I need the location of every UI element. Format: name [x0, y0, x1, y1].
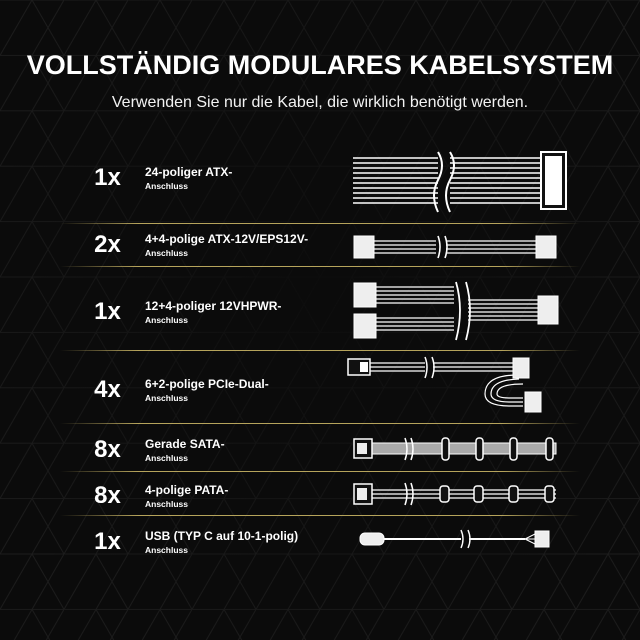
cable-row-atx: 1x 24-poliger ATX- Anschluss — [0, 162, 640, 202]
cable-label: 24-poliger ATX- — [145, 165, 233, 179]
cable-count: 1x — [94, 164, 121, 191]
cable-label: USB (TYP C auf 10-1-polig) — [145, 529, 299, 543]
12vhpwr-cable-icon — [353, 281, 559, 341]
cable-count: 1x — [94, 298, 121, 325]
cable-count: 8x — [94, 482, 121, 509]
sata-cable-icon — [353, 437, 557, 461]
divider — [60, 223, 580, 224]
divider — [60, 471, 580, 472]
cable-label: 4+4-polige ATX-12V/EPS12V- — [145, 232, 309, 246]
pcie-dual-cable-icon — [347, 356, 542, 413]
cable-row-sata: 8x Gerade SATA- Anschluss — [0, 434, 640, 474]
page-title: VOLLSTÄNDIG MODULARES KABELSYSTEM — [26, 50, 614, 80]
cable-row-12vhpwr: 1x 12+4-poliger 12VHPWR- Anschluss — [0, 296, 640, 336]
atx-24pin-cable-icon — [353, 151, 567, 213]
cable-sublabel: Anschluss — [145, 181, 188, 191]
pata-cable-icon — [353, 482, 556, 506]
cable-row-pcie: 4x 6+2-polige PCIe-Dual- Anschluss — [0, 374, 640, 414]
cable-sublabel: Anschluss — [145, 248, 188, 258]
cable-count: 8x — [94, 436, 121, 463]
cable-label: 12+4-poliger 12VHPWR- — [145, 299, 282, 313]
divider — [60, 350, 580, 351]
divider — [60, 266, 580, 267]
cable-sublabel: Anschluss — [145, 393, 188, 403]
divider — [60, 515, 580, 516]
cable-label: 6+2-polige PCIe-Dual- — [145, 377, 269, 391]
usb-cable-icon — [359, 529, 550, 549]
cable-sublabel: Anschluss — [145, 453, 188, 463]
cable-sublabel: Anschluss — [145, 545, 188, 555]
cable-count: 1x — [94, 528, 121, 555]
cable-count: 4x — [94, 376, 121, 403]
cable-count: 2x — [94, 231, 121, 258]
cable-sublabel: Anschluss — [145, 499, 188, 509]
cable-label: 4-polige PATA- — [145, 483, 229, 497]
cable-sublabel: Anschluss — [145, 315, 188, 325]
cable-row-eps: 2x 4+4-polige ATX-12V/EPS12V- Anschluss — [0, 229, 640, 269]
eps-cable-icon — [353, 235, 557, 259]
page-subtitle: Verwenden Sie nur die Kabel, die wirklic… — [111, 94, 529, 111]
cable-row-pata: 8x 4-polige PATA- Anschluss — [0, 480, 640, 520]
cable-row-usb: 1x USB (TYP C auf 10-1-polig) Anschluss — [0, 526, 640, 566]
divider — [60, 423, 580, 424]
cable-label: Gerade SATA- — [145, 437, 225, 451]
